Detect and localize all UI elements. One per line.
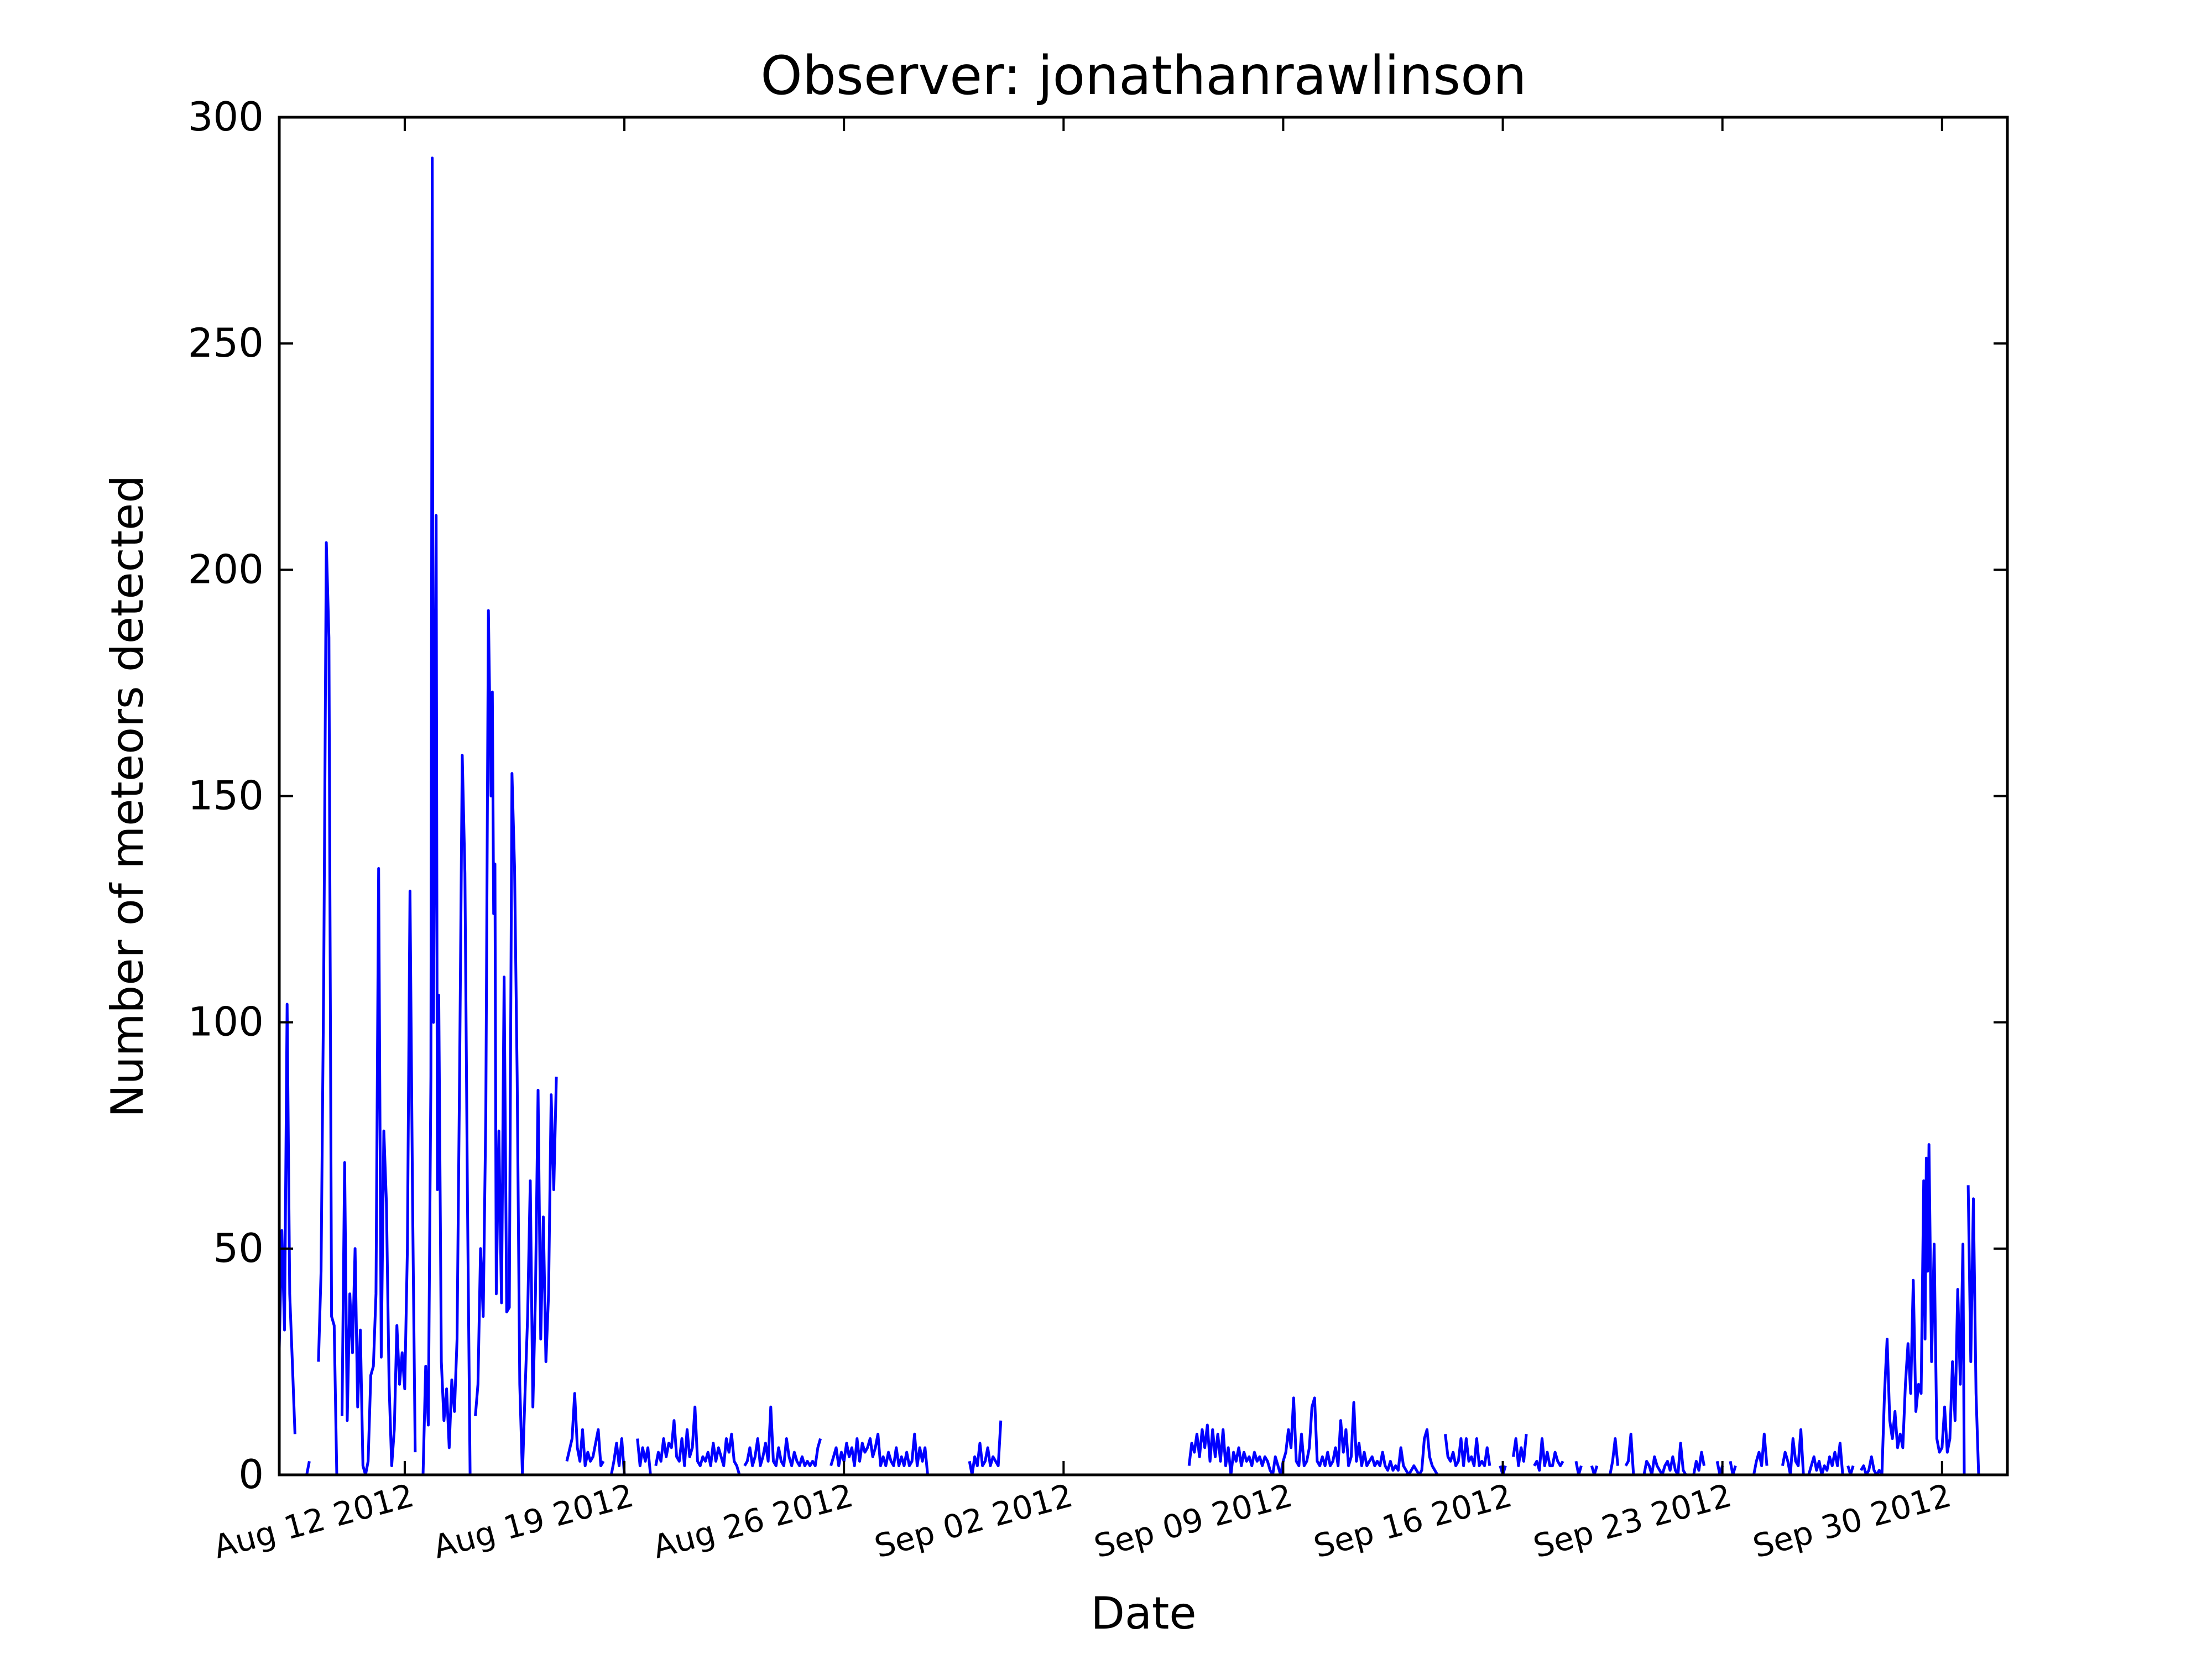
series-line-segment bbox=[1608, 1437, 1620, 1475]
series-line-segment bbox=[1860, 1143, 1966, 1477]
plot-frame bbox=[278, 116, 2009, 1477]
series-line-segment bbox=[341, 867, 417, 1477]
series-line-segment bbox=[830, 1432, 929, 1475]
series-line-segment bbox=[609, 1437, 626, 1475]
series-line-segment bbox=[654, 1405, 741, 1475]
series-line-segment bbox=[317, 541, 338, 1475]
series-line-segment bbox=[1187, 1396, 1439, 1477]
series-line-segment bbox=[1752, 1432, 1768, 1475]
series-line-segment bbox=[305, 1460, 311, 1475]
series-line-segment bbox=[421, 156, 472, 1475]
series-line-segment bbox=[1642, 1442, 1687, 1477]
series-line-segment bbox=[1807, 1442, 1844, 1477]
series-line-segment bbox=[1533, 1437, 1564, 1472]
chart-title: Observer: jonathanrawlinson bbox=[760, 45, 1526, 107]
y-tick-label: 50 bbox=[213, 1225, 264, 1271]
series-line-segment bbox=[1781, 1428, 1805, 1477]
y-tick-label: 300 bbox=[188, 93, 264, 140]
series-line-segment bbox=[1966, 1185, 1980, 1475]
y-tick-label: 100 bbox=[188, 999, 264, 1045]
series-line-segment bbox=[474, 609, 558, 1477]
y-axis-label: Number of meteors detected bbox=[102, 475, 153, 1118]
plot-area bbox=[278, 156, 1980, 1477]
series-line-segment bbox=[565, 1392, 605, 1468]
series-line-segment bbox=[278, 1003, 296, 1434]
series-line-segment bbox=[743, 1405, 822, 1468]
series-line-segment bbox=[1624, 1432, 1635, 1475]
series-line-segment bbox=[1692, 1451, 1706, 1475]
y-tick-label: 200 bbox=[188, 546, 264, 592]
series-line-segment bbox=[1512, 1434, 1528, 1468]
series-line-segment bbox=[968, 1420, 1003, 1477]
y-tick-label: 250 bbox=[188, 320, 264, 366]
y-axis: 0 50 100 150 200 250 300 bbox=[188, 93, 2007, 1498]
series-line-segment bbox=[636, 1438, 652, 1475]
series-line-segment bbox=[1444, 1434, 1491, 1468]
y-tick-label: 0 bbox=[238, 1451, 264, 1498]
x-axis-label: Date bbox=[1091, 1588, 1196, 1639]
y-tick-label: 150 bbox=[188, 773, 264, 819]
